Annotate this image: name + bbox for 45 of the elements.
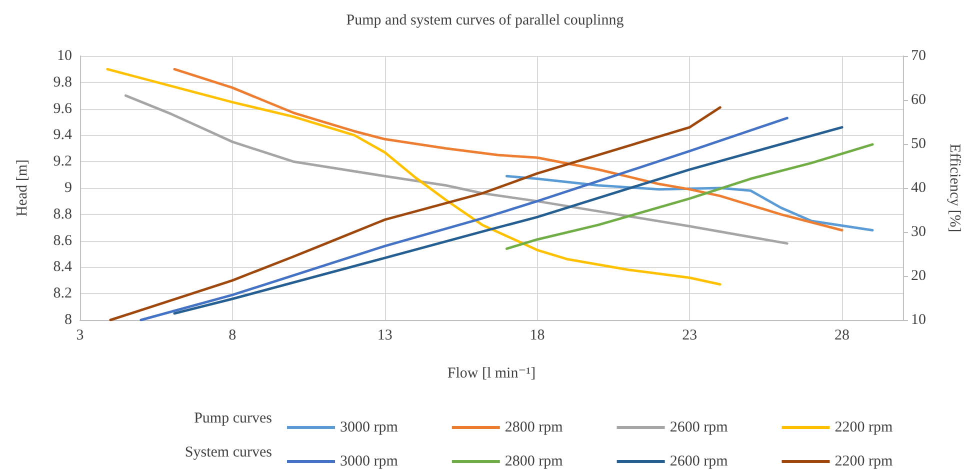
text: System curves: [184, 444, 272, 460]
line-series: [505, 143, 874, 250]
y2-tick-label: 20: [911, 268, 926, 284]
y2-tick-label: 50: [911, 136, 926, 152]
y2-tick-label: 10: [911, 312, 926, 328]
y2-tick-label: 40: [911, 180, 926, 196]
x-tick-label: 13: [377, 328, 392, 344]
line-series: [124, 94, 788, 245]
x-tick-label: 28: [834, 328, 850, 344]
y-tick-label: 9: [64, 180, 72, 196]
line-series: [109, 106, 722, 322]
y-tick-label: 10: [57, 48, 72, 64]
y-tick-label: 8.6: [53, 232, 72, 249]
chart-title: Pump and system curves of parallel couplinng: [346, 12, 624, 28]
y-tick-label: 9.4: [53, 127, 72, 144]
legend-label: 2800 rpm: [504, 420, 564, 436]
y-tick-label: 9.8: [53, 74, 72, 90]
legend-label: 2200 rpm: [834, 454, 893, 470]
legend-label: 3000 rpm: [340, 454, 398, 470]
y2-tick-label: 70: [911, 48, 926, 64]
text: Pump curves: [194, 410, 272, 426]
x-axis-title: Flow [l min⁻¹]: [447, 366, 536, 382]
legend-label: 2600 rpm: [670, 454, 728, 470]
y-tick-label: 8.4: [53, 259, 72, 276]
x-tick-label: 3: [76, 328, 84, 344]
y-tick-label: 8: [64, 312, 72, 328]
legend-label: 3000 rpm: [340, 420, 398, 436]
y-tick-label: 9.6: [53, 100, 72, 117]
y-tick-label: 9.2: [53, 154, 72, 170]
legend-label: 2600 rpm: [670, 420, 728, 436]
line-series: [173, 68, 844, 232]
y-tick-label: 8.2: [53, 286, 72, 302]
x-tick-label: 8: [228, 328, 236, 344]
y2-axis-title: Efficiency [%]: [946, 144, 962, 232]
y-axis-title: Head [m]: [14, 159, 30, 217]
y2-tick-label: 60: [911, 92, 926, 108]
x-tick-label: 18: [530, 328, 545, 344]
line-series: [173, 126, 844, 315]
line-series: [140, 116, 788, 322]
line-series: [106, 68, 722, 286]
y-tick-label: 8.8: [53, 206, 72, 222]
x-tick-label: 23: [682, 328, 698, 344]
y2-tick-label: 30: [911, 224, 926, 240]
legend-label: 2800 rpm: [504, 454, 564, 470]
legend-label: 2200 rpm: [834, 420, 893, 436]
